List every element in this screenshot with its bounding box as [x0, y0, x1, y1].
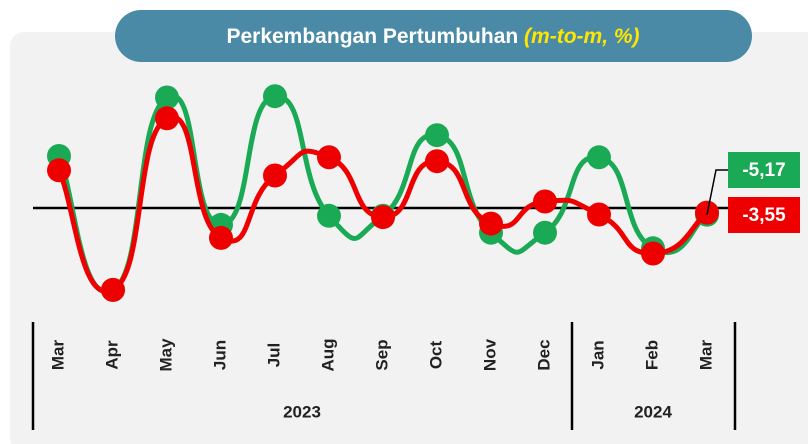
x-tick-label: Feb: [642, 340, 661, 370]
x-tick-label: Mar: [696, 340, 715, 371]
panel: [10, 32, 808, 444]
x-tick-label: Oct: [426, 340, 445, 369]
label-connector: [706, 169, 728, 215]
x-tick-label: Aug: [318, 338, 337, 371]
value-label-box: [728, 197, 800, 233]
value-label: -3,55: [742, 205, 786, 226]
series-line: [56, 114, 709, 294]
point: [479, 211, 503, 236]
x-tick-label: Jun: [210, 340, 229, 370]
x-tick-label: May: [156, 338, 175, 372]
point: [587, 145, 611, 170]
point: [47, 158, 71, 183]
point: [533, 189, 557, 214]
chart-title: Perkembangan Pertumbuhan: [226, 25, 518, 48]
x-tick-label: Jul: [264, 343, 283, 368]
title-pill: [115, 10, 752, 62]
x-tick-label: Nov: [480, 338, 499, 371]
point: [155, 106, 179, 131]
point: [425, 149, 449, 174]
point: [533, 220, 557, 245]
point: [587, 202, 611, 227]
title-note: (m-to-m, %): [524, 25, 639, 48]
x-group-label: 2023: [283, 402, 321, 421]
point: [317, 203, 341, 228]
point: [641, 241, 665, 266]
point: [101, 277, 125, 302]
point: [371, 205, 395, 230]
x-group-label: 2024: [634, 402, 672, 421]
chart-title-group: Perkembangan Pertumbuhan (m-to-m, %): [226, 25, 639, 48]
x-tick-label: Mar: [48, 340, 67, 371]
point: [317, 145, 341, 170]
x-tick-label: Apr: [102, 340, 121, 370]
value-label-box: [728, 152, 800, 188]
point: [263, 84, 287, 109]
point: [209, 225, 233, 250]
x-tick-label: Dec: [534, 339, 553, 370]
value-label: -5,17: [742, 160, 785, 181]
series-line: [56, 93, 709, 295]
point: [155, 85, 179, 110]
point: [425, 123, 449, 148]
point: [263, 163, 287, 188]
x-tick-label: Jan: [588, 340, 607, 369]
x-tick-label: Sep: [372, 339, 391, 370]
